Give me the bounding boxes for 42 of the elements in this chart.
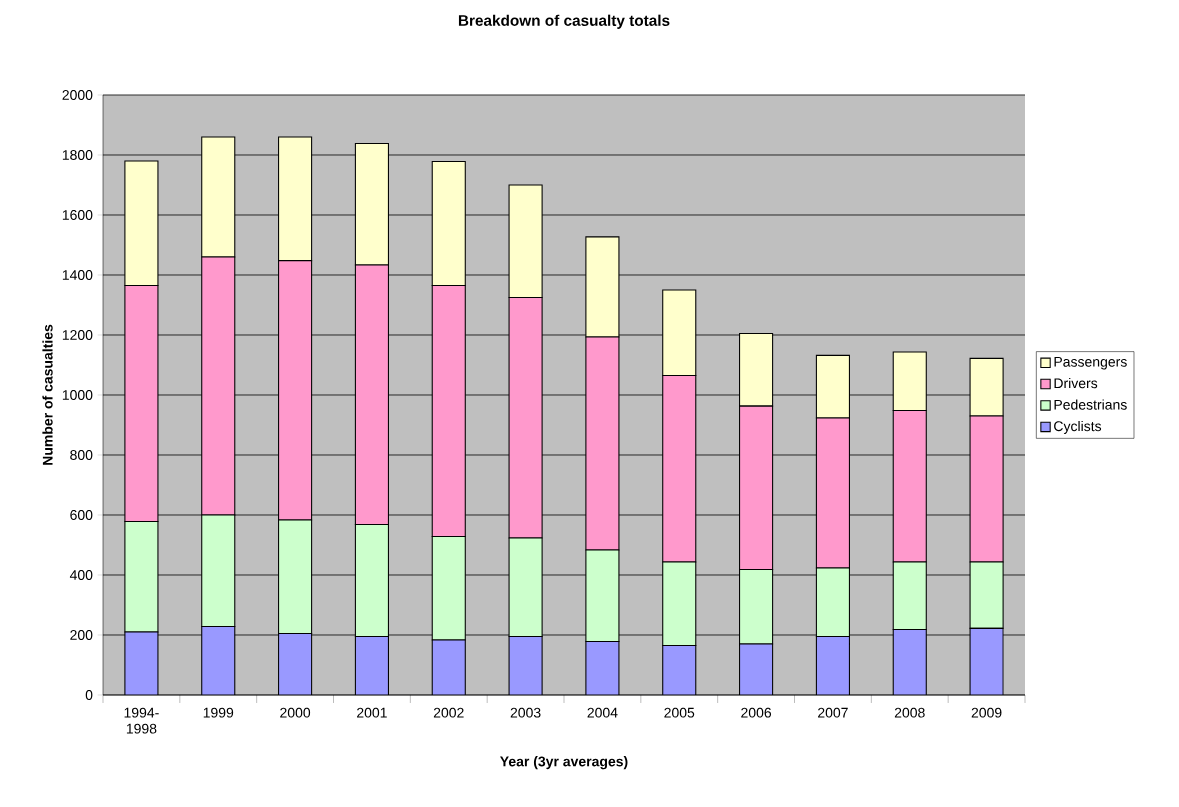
bar (201, 626, 236, 695)
y-tick-label: 200 (70, 630, 93, 640)
bar (815, 635, 850, 695)
legend-label: Passengers (1054, 356, 1127, 370)
x-tick-label: 2008 (894, 707, 925, 718)
bar (662, 644, 697, 695)
x-axis-title: Year (3yr averages) (500, 756, 628, 770)
y-tick-label: 2000 (62, 90, 93, 100)
x-tick-label: 1994-1998 (124, 707, 159, 734)
legend-label: Drivers (1054, 377, 1098, 389)
legend-label: Cyclists (1054, 420, 1102, 434)
x-tick-label: 2009 (971, 707, 1002, 718)
y-tick-label: 0 (85, 690, 93, 700)
x-tick-label: 2004 (587, 707, 618, 718)
y-tick-label: 1000 (62, 390, 93, 400)
y-tick-label: 1400 (62, 270, 93, 280)
y-tick-label: 1600 (62, 210, 93, 220)
y-axis-title: Number of casualties (42, 324, 53, 465)
x-tick-label: 2006 (741, 707, 772, 718)
x-tick-label: 2001 (357, 707, 387, 718)
x-tick-label: 2002 (433, 707, 464, 718)
bar (278, 632, 313, 695)
bar (431, 639, 466, 695)
bar (739, 643, 774, 695)
x-tick-label: 2005 (664, 707, 695, 718)
bar (354, 635, 389, 695)
bar (585, 641, 620, 695)
chart-title: Breakdown of casualty totals (458, 14, 670, 29)
x-tick-label: 2007 (818, 707, 848, 718)
bar (508, 635, 543, 695)
bar (892, 629, 927, 695)
bar (969, 627, 1004, 695)
y-tick-label: 800 (70, 450, 93, 460)
y-tick-label: 600 (70, 510, 93, 520)
x-tick-label: 2003 (510, 707, 541, 718)
y-tick-label: 400 (69, 570, 93, 580)
x-tick-label: 1999 (203, 707, 234, 718)
legend-label: Pedestrians (1054, 399, 1127, 410)
bar (124, 631, 159, 695)
x-tick-label: 2000 (280, 707, 311, 718)
y-tick-label: 1200 (62, 330, 93, 340)
y-tick-label: 1800 (62, 150, 93, 160)
